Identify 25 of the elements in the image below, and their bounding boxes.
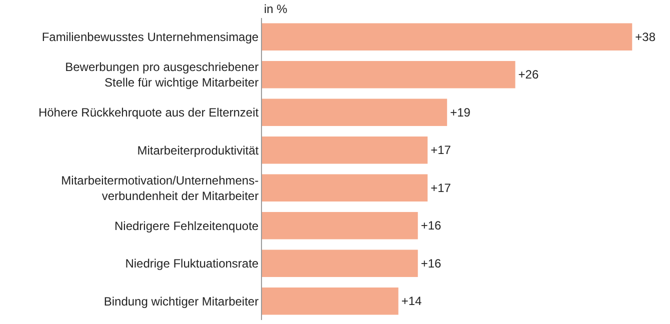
y-tick-label: Niedrigere Fehlzeitenquote (114, 218, 259, 233)
data-label: +38 (635, 30, 656, 44)
bar (262, 61, 516, 88)
data-label: +16 (420, 218, 442, 233)
bar (262, 174, 428, 202)
bar (262, 212, 418, 240)
y-tick-label: Höhere Rückkehrquote aus der Elternzeit (38, 106, 260, 120)
y-tick-label: Bewerbungen pro ausgeschriebener Stelle für wichtige Mitarbeiter (65, 60, 259, 90)
data-label: +19 (450, 105, 471, 120)
bar (262, 98, 448, 126)
data-label: +16 (420, 256, 442, 270)
data-label: +17 (430, 143, 452, 158)
y-tick-label: Mitarbeiterproduktivität (137, 143, 260, 158)
bar (262, 136, 428, 164)
data-label: +17 (430, 180, 452, 195)
x-axis-title: in % (264, 2, 288, 16)
y-tick-label: Mitarbeitermotivation/Unternehmens- verbundenheit der Mitarbeiter (61, 173, 259, 203)
y-tick-label: Familienbewusstes Unternehmensimage (42, 30, 259, 44)
y-tick-label: Bindung wichtiger Mitarbeiter (104, 294, 259, 308)
bar (262, 23, 632, 50)
bar (262, 250, 418, 277)
y-tick-label: Niedrige Fluktuationsrate (125, 256, 259, 271)
bar (262, 288, 398, 315)
data-label: +26 (518, 68, 539, 82)
data-label: +14 (401, 294, 422, 308)
